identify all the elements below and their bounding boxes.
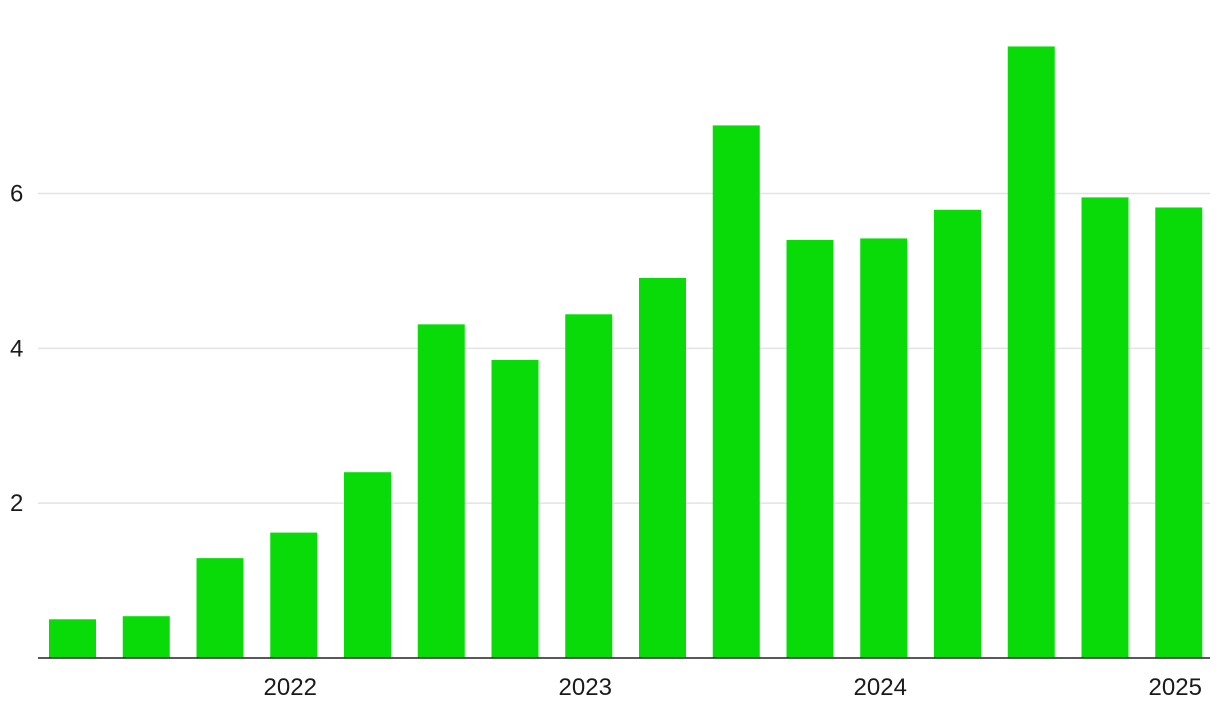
bar [786,239,834,658]
bars [49,46,1203,659]
bar [122,616,170,658]
bar [491,359,539,658]
x-tick-label: 2024 [854,674,907,701]
x-tick-labels: 2022 2023 2024 2025 [264,674,1202,701]
bar [196,558,244,658]
bar [49,619,96,658]
bar [1081,197,1129,658]
x-tick-label: 2022 [264,674,317,701]
bar [860,238,908,659]
x-tick-label: 2023 [559,674,612,701]
bar [565,314,613,658]
y-tick-label: 2 [10,490,23,517]
bar [712,125,760,659]
bar [1007,46,1055,658]
y-tick-label: 6 [10,181,23,208]
bar [1155,207,1203,658]
bar [270,532,318,658]
x-tick-label: 2025 [1149,674,1202,701]
bar [934,209,981,658]
y-tick-label: 4 [10,335,23,362]
bar [417,324,465,658]
bar [344,472,391,658]
y-tick-labels: 2 4 6 [10,181,23,518]
bar [639,277,686,658]
